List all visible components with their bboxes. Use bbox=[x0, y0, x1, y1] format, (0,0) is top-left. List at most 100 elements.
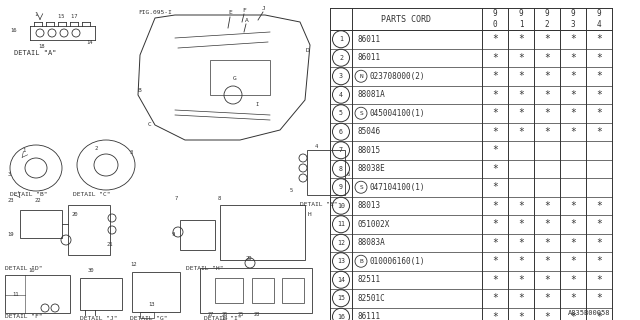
Text: *: * bbox=[518, 34, 524, 44]
Text: DETAIL "A": DETAIL "A" bbox=[14, 50, 56, 56]
Text: *: * bbox=[544, 275, 550, 285]
Text: *: * bbox=[492, 145, 498, 155]
Text: 9
3: 9 3 bbox=[571, 9, 575, 29]
Text: *: * bbox=[492, 201, 498, 211]
Text: *: * bbox=[596, 219, 602, 229]
Text: *: * bbox=[518, 53, 524, 63]
Text: 88083A: 88083A bbox=[358, 238, 386, 247]
Bar bbox=[307, 150, 345, 195]
Text: *: * bbox=[596, 201, 602, 211]
Text: *: * bbox=[596, 90, 602, 100]
Text: *: * bbox=[544, 201, 550, 211]
Text: E: E bbox=[228, 11, 232, 15]
Text: A: A bbox=[245, 18, 249, 22]
Text: 28: 28 bbox=[254, 313, 260, 317]
Text: *: * bbox=[570, 219, 576, 229]
Text: 4: 4 bbox=[339, 92, 343, 98]
Text: *: * bbox=[518, 219, 524, 229]
Text: *: * bbox=[570, 127, 576, 137]
Text: H: H bbox=[308, 212, 312, 218]
Text: 14: 14 bbox=[86, 39, 93, 44]
Text: DETAIL "E": DETAIL "E" bbox=[300, 203, 337, 207]
Text: *: * bbox=[544, 53, 550, 63]
Text: *: * bbox=[492, 71, 498, 81]
Text: 16: 16 bbox=[10, 28, 17, 33]
Text: 3: 3 bbox=[130, 149, 133, 155]
Text: DETAIL "I": DETAIL "I" bbox=[204, 316, 241, 320]
Text: *: * bbox=[570, 256, 576, 266]
Bar bbox=[220, 205, 305, 260]
Text: D: D bbox=[306, 47, 310, 52]
Text: *: * bbox=[492, 256, 498, 266]
Text: *: * bbox=[492, 312, 498, 320]
Text: 88015: 88015 bbox=[358, 146, 381, 155]
Text: *: * bbox=[492, 275, 498, 285]
Text: 20: 20 bbox=[72, 212, 79, 218]
Text: J: J bbox=[262, 5, 266, 11]
Text: 10: 10 bbox=[337, 203, 345, 209]
Text: 30: 30 bbox=[88, 268, 95, 273]
Text: 26: 26 bbox=[222, 313, 228, 317]
Text: 1: 1 bbox=[22, 148, 25, 153]
Text: *: * bbox=[596, 127, 602, 137]
Text: S: S bbox=[359, 185, 363, 190]
Text: 9
2: 9 2 bbox=[545, 9, 549, 29]
Text: *: * bbox=[570, 108, 576, 118]
Text: *: * bbox=[596, 34, 602, 44]
Text: *: * bbox=[570, 90, 576, 100]
Text: *: * bbox=[570, 293, 576, 303]
Text: 11: 11 bbox=[12, 292, 19, 298]
Text: *: * bbox=[596, 238, 602, 248]
Text: *: * bbox=[492, 219, 498, 229]
Bar bbox=[5, 275, 70, 313]
Text: 24: 24 bbox=[222, 316, 228, 320]
Text: C: C bbox=[148, 123, 152, 127]
Text: *: * bbox=[596, 53, 602, 63]
Bar bbox=[180, 220, 215, 250]
Text: DETAIL "D": DETAIL "D" bbox=[5, 266, 42, 270]
Text: *: * bbox=[518, 201, 524, 211]
Text: 1: 1 bbox=[339, 36, 343, 42]
Text: PARTS CORD: PARTS CORD bbox=[381, 14, 431, 23]
Text: 9
0: 9 0 bbox=[493, 9, 497, 29]
Text: G: G bbox=[233, 76, 237, 81]
Bar bbox=[252, 278, 274, 303]
Text: 18: 18 bbox=[38, 44, 45, 49]
Text: *: * bbox=[492, 164, 498, 174]
Text: 010006160(1): 010006160(1) bbox=[369, 257, 424, 266]
Text: 10: 10 bbox=[28, 268, 35, 273]
Bar bbox=[80, 278, 122, 310]
Text: *: * bbox=[596, 108, 602, 118]
Text: 27: 27 bbox=[208, 313, 214, 317]
Text: 5: 5 bbox=[339, 110, 343, 116]
Text: *: * bbox=[492, 90, 498, 100]
Text: S: S bbox=[359, 111, 363, 116]
Text: 7: 7 bbox=[339, 147, 343, 153]
Text: 13: 13 bbox=[337, 258, 345, 264]
Text: I: I bbox=[255, 102, 259, 108]
Text: 29: 29 bbox=[246, 255, 253, 260]
Text: DETAIL "F": DETAIL "F" bbox=[5, 314, 42, 318]
Text: 85046: 85046 bbox=[358, 127, 381, 136]
Text: 11: 11 bbox=[337, 221, 345, 227]
Text: *: * bbox=[596, 312, 602, 320]
Text: *: * bbox=[570, 275, 576, 285]
Text: *: * bbox=[570, 34, 576, 44]
Text: 8: 8 bbox=[339, 166, 343, 172]
Text: *: * bbox=[544, 127, 550, 137]
Text: 12: 12 bbox=[337, 240, 345, 246]
Text: *: * bbox=[570, 53, 576, 63]
Text: B: B bbox=[137, 87, 141, 92]
Text: 16: 16 bbox=[337, 314, 345, 320]
Text: *: * bbox=[492, 293, 498, 303]
Text: *: * bbox=[544, 293, 550, 303]
Bar bbox=[20, 210, 62, 238]
Text: 2: 2 bbox=[95, 146, 99, 150]
Text: 86111: 86111 bbox=[358, 312, 381, 320]
Bar bbox=[200, 268, 312, 313]
Text: *: * bbox=[544, 34, 550, 44]
Text: 86011: 86011 bbox=[358, 35, 381, 44]
Text: *: * bbox=[518, 293, 524, 303]
Text: *: * bbox=[518, 71, 524, 81]
Text: *: * bbox=[570, 201, 576, 211]
